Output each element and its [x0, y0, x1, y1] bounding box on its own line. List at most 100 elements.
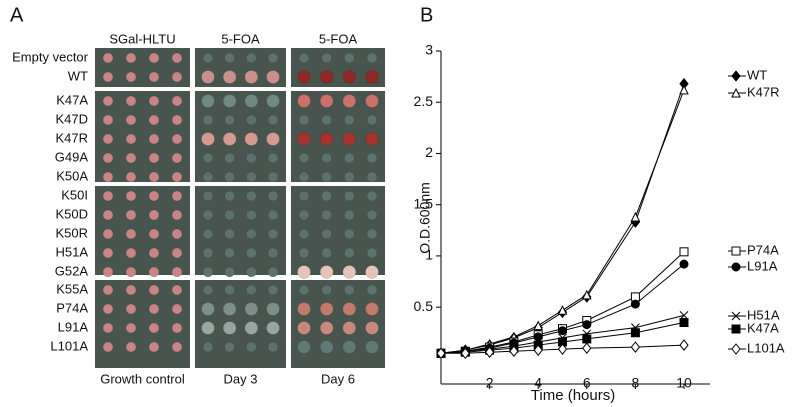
y-tick-label: 1	[425, 247, 433, 263]
spot	[366, 152, 378, 164]
spot	[321, 228, 332, 240]
y-tick-label: 3	[425, 42, 433, 58]
spot	[297, 302, 311, 316]
spot	[319, 94, 334, 108]
spot	[246, 152, 257, 164]
spot	[224, 284, 235, 296]
spot	[246, 190, 257, 202]
spot	[297, 132, 311, 146]
y-tick-label: 0.5	[414, 298, 434, 314]
spot	[148, 284, 160, 296]
spot	[171, 71, 183, 83]
spot	[297, 340, 311, 354]
panel-label: B	[420, 4, 433, 26]
spot	[267, 209, 279, 221]
spot	[125, 152, 137, 164]
spot	[319, 132, 334, 146]
spot	[365, 340, 379, 354]
spot	[171, 95, 183, 107]
legend-label: K47A	[747, 320, 779, 335]
point	[679, 318, 689, 328]
spot	[344, 247, 355, 259]
spot	[366, 114, 378, 126]
spot	[342, 340, 357, 354]
strain-label: K50D	[55, 206, 88, 221]
strain-label: P74A	[56, 300, 88, 315]
spot	[321, 190, 332, 202]
strain-label: K50R	[55, 225, 88, 240]
spot	[102, 133, 114, 145]
spot	[267, 228, 279, 240]
spot	[171, 52, 183, 64]
point	[581, 289, 592, 300]
spot	[102, 247, 114, 259]
spot	[298, 228, 310, 240]
spot	[201, 302, 215, 316]
spot	[224, 114, 235, 126]
spot	[319, 265, 334, 279]
spot	[365, 321, 379, 335]
spot	[202, 247, 214, 259]
spot	[267, 52, 279, 64]
point	[679, 247, 689, 257]
spot	[344, 152, 355, 164]
spot	[344, 228, 355, 240]
spot	[102, 209, 114, 221]
point	[679, 310, 689, 320]
spot	[148, 209, 160, 221]
spot	[266, 302, 280, 316]
strain-label: G49A	[55, 149, 89, 164]
point	[460, 347, 470, 360]
spot	[125, 171, 137, 183]
spot	[321, 52, 332, 64]
spot	[125, 190, 137, 202]
point	[630, 341, 641, 353]
spot	[344, 284, 355, 296]
y-tick-label: 2.5	[414, 93, 434, 109]
spot	[148, 228, 160, 240]
strain-label: L91A	[58, 319, 89, 334]
spot	[224, 228, 235, 240]
spot	[125, 228, 137, 240]
spot	[148, 95, 160, 107]
spot	[125, 95, 137, 107]
spot	[202, 209, 214, 221]
spot	[344, 209, 355, 221]
spot	[319, 70, 334, 84]
spot	[171, 133, 183, 145]
spot	[298, 171, 310, 183]
spot	[342, 70, 357, 84]
spot	[125, 341, 137, 353]
spot	[365, 94, 379, 108]
spot	[148, 247, 160, 259]
x-axis-title: Time (hours)	[531, 387, 615, 404]
spot	[267, 341, 279, 353]
legend-label: P74A	[747, 242, 779, 257]
strain-label: K50A	[56, 168, 88, 183]
spot	[298, 152, 310, 164]
spot	[202, 52, 214, 64]
spot	[342, 132, 357, 146]
spot	[202, 152, 214, 164]
spot	[125, 284, 137, 296]
spot	[266, 94, 280, 108]
y-tick-label: 1.5	[414, 195, 434, 211]
strain-label: G52A	[55, 263, 89, 278]
spot	[366, 171, 378, 183]
legend-label: L91A	[747, 258, 778, 273]
spot	[365, 132, 379, 146]
strain-label: K47A	[56, 92, 88, 107]
point	[582, 342, 592, 354]
x-tick-label: 10	[676, 375, 692, 391]
spot	[224, 171, 235, 183]
column-footer: Day 6	[321, 371, 355, 386]
strain-label: H51A	[55, 244, 88, 259]
spot	[148, 52, 160, 64]
spot	[202, 171, 214, 183]
spot	[266, 321, 280, 335]
spot	[297, 94, 311, 108]
spot	[125, 303, 137, 315]
spot	[102, 190, 114, 202]
spot	[171, 341, 183, 353]
spot	[267, 152, 279, 164]
